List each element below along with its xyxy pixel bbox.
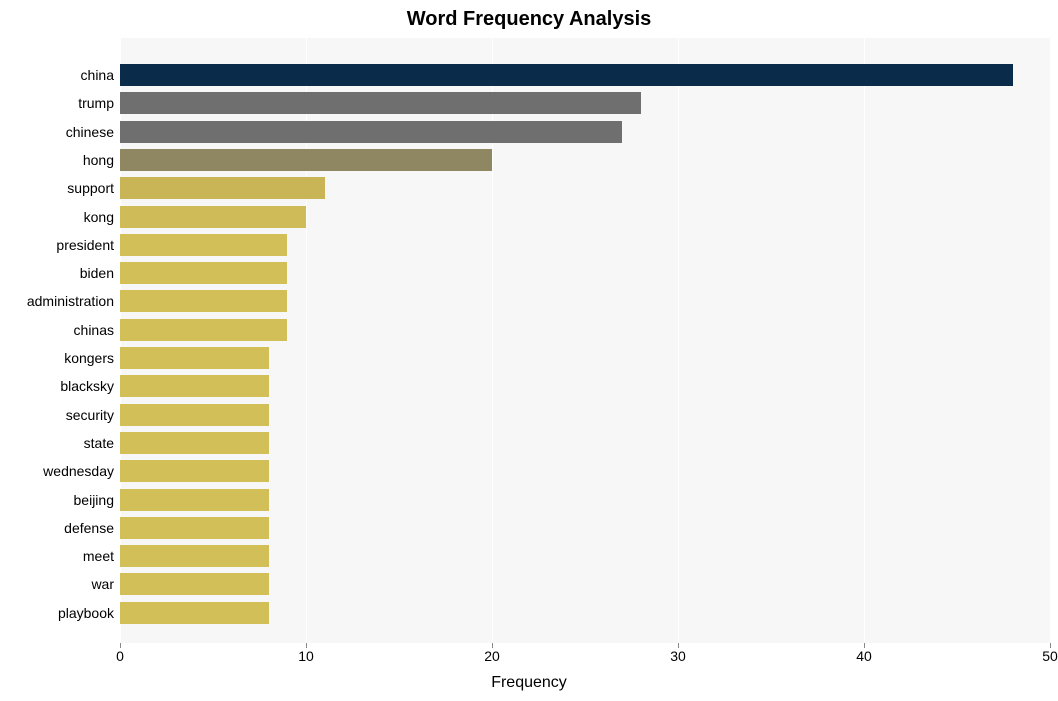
bar	[120, 517, 269, 539]
bar	[120, 375, 269, 397]
bar	[120, 460, 269, 482]
bar	[120, 347, 269, 369]
bar	[120, 290, 287, 312]
y-tick-label: chinese	[4, 121, 114, 143]
y-tick-label: meet	[4, 545, 114, 567]
y-tick-label: administration	[4, 290, 114, 312]
bar	[120, 206, 306, 228]
y-tick-label: china	[4, 64, 114, 86]
x-axis-title: Frequency	[0, 674, 1058, 692]
x-tick-label: 50	[1042, 648, 1058, 664]
y-tick-label: kong	[4, 206, 114, 228]
y-tick-label: president	[4, 234, 114, 256]
x-tick-label: 40	[856, 648, 872, 664]
y-tick-label: chinas	[4, 319, 114, 341]
bar	[120, 319, 287, 341]
y-tick-label: hong	[4, 149, 114, 171]
bar	[120, 432, 269, 454]
y-tick-label: war	[4, 573, 114, 595]
bar	[120, 92, 641, 114]
bar	[120, 545, 269, 567]
y-tick-label: security	[4, 404, 114, 426]
bar	[120, 489, 269, 511]
y-tick-label: playbook	[4, 602, 114, 624]
y-tick-label: support	[4, 177, 114, 199]
bar	[120, 149, 492, 171]
x-tick-label: 10	[298, 648, 314, 664]
y-tick-label: wednesday	[4, 460, 114, 482]
x-tick-label: 0	[116, 648, 124, 664]
grid-line	[864, 38, 865, 643]
bar	[120, 573, 269, 595]
bar	[120, 177, 325, 199]
grid-line	[678, 38, 679, 643]
bar	[120, 262, 287, 284]
bar	[120, 234, 287, 256]
plot-area	[120, 38, 1050, 643]
y-tick-label: trump	[4, 92, 114, 114]
chart-container: Word Frequency Analysis Frequency 0 10 20 3…	[0, 0, 1058, 701]
y-tick-label: biden	[4, 262, 114, 284]
x-tick-label: 30	[670, 648, 686, 664]
y-tick-label: kongers	[4, 347, 114, 369]
bar	[120, 602, 269, 624]
y-tick-label: defense	[4, 517, 114, 539]
x-tick-label: 20	[484, 648, 500, 664]
bar	[120, 64, 1013, 86]
bar	[120, 121, 622, 143]
bar	[120, 404, 269, 426]
grid-line	[1050, 38, 1051, 643]
y-tick-label: state	[4, 432, 114, 454]
y-tick-label: blacksky	[4, 375, 114, 397]
y-tick-label: beijing	[4, 489, 114, 511]
chart-title: Word Frequency Analysis	[0, 8, 1058, 31]
